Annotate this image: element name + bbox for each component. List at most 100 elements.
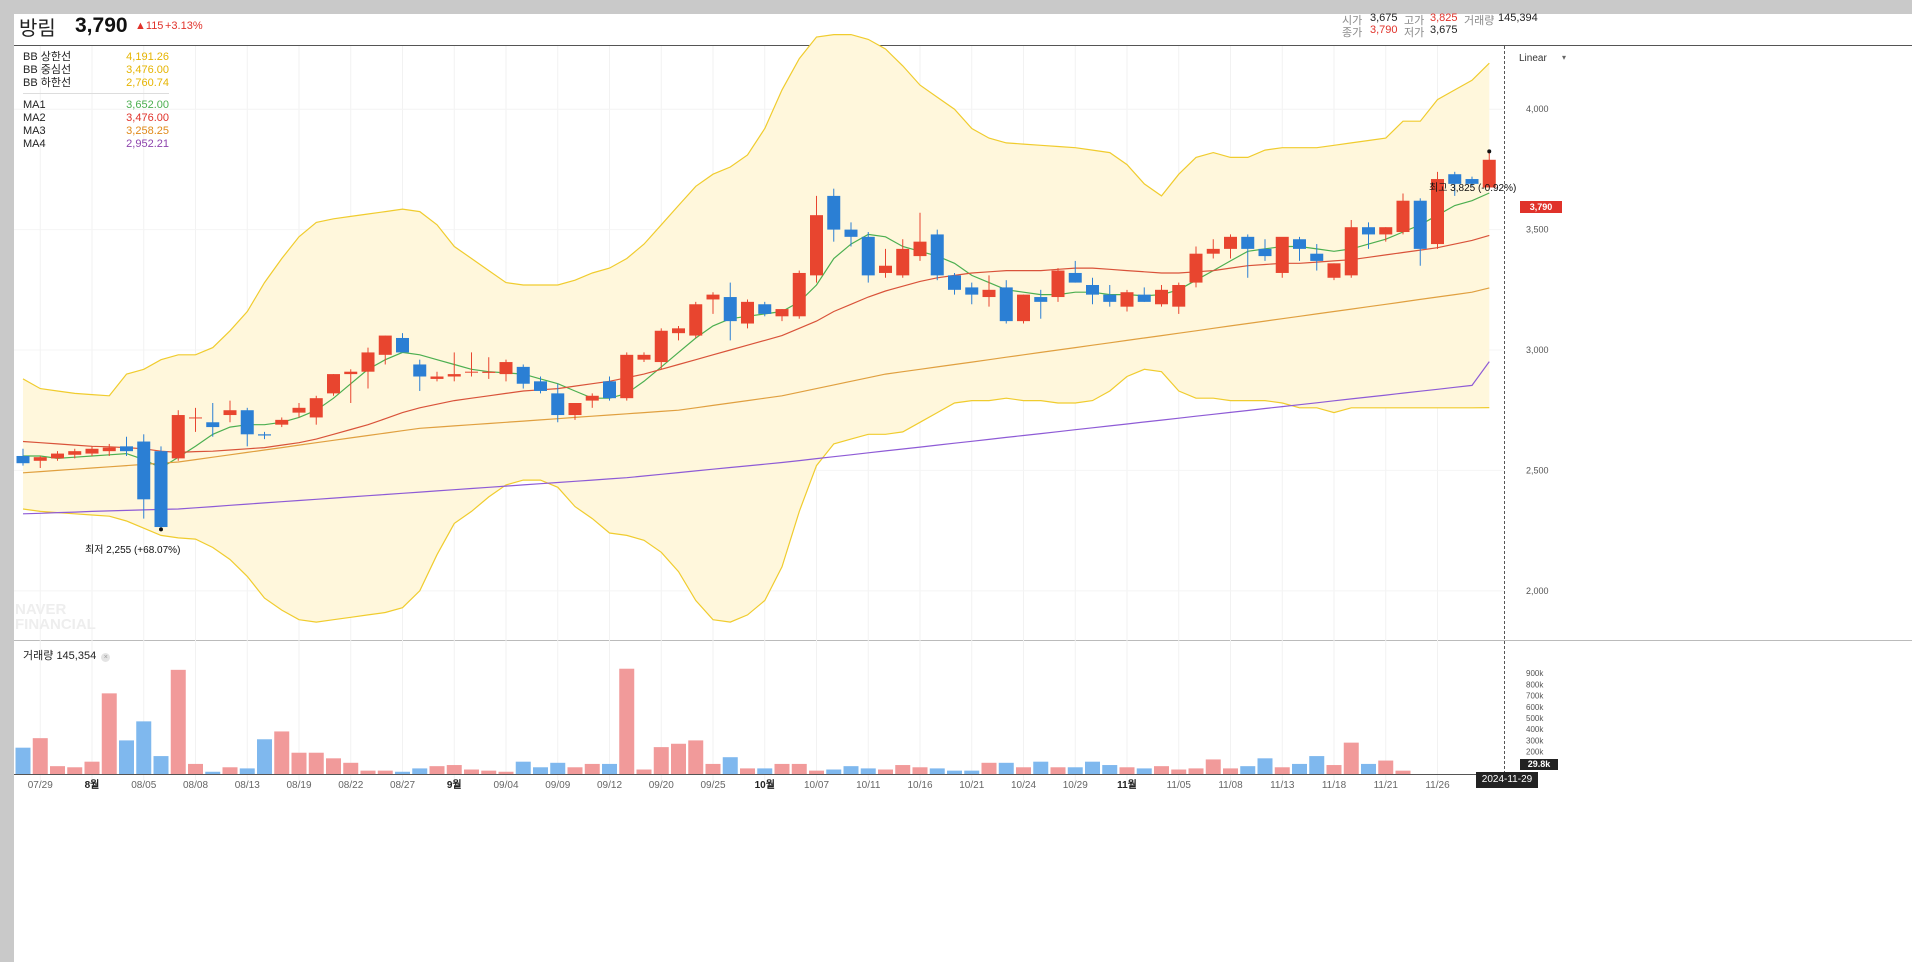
candle-body (206, 422, 220, 428)
legend-label: MA1 (23, 99, 46, 111)
max-price-marker (1487, 149, 1492, 154)
volume-bar (32, 738, 48, 774)
volume-bar (1050, 767, 1066, 774)
x-tick-label: 10/11 (856, 780, 881, 791)
high-value: 3,825 (1430, 12, 1458, 24)
volume-bar (1326, 765, 1342, 774)
x-tick-label: 08/13 (235, 780, 260, 791)
candle-body (1086, 285, 1099, 295)
candle-body (1034, 297, 1048, 302)
volume-bar (619, 668, 635, 774)
candle-body (1310, 253, 1324, 261)
legend-divider (23, 93, 169, 94)
x-tick-label: 8월 (85, 779, 100, 791)
close-value: 3,790 (1370, 24, 1398, 36)
volume-bar (550, 762, 566, 774)
volume-bar (1136, 768, 1152, 774)
legend-ma3: MA3 3,258.25 (23, 124, 169, 138)
candle-body (1155, 289, 1168, 305)
volume-bar (878, 769, 893, 774)
x-tick-label: 11월 (1117, 779, 1137, 791)
legend-label: MA3 (23, 125, 46, 137)
volume-bar (860, 768, 876, 774)
legend-ma1: MA1 3,652.00 (23, 98, 169, 112)
candle-body (33, 457, 47, 461)
volume-tick-label: 500k (1526, 714, 1544, 723)
volume-bar (101, 693, 117, 774)
legend-value: 2,760.74 (126, 77, 169, 89)
volume-bar (929, 768, 945, 774)
candle-body (879, 265, 892, 273)
candle-body (999, 287, 1013, 322)
volume-bar (136, 721, 152, 774)
current-price: 3,790 (75, 14, 128, 37)
x-tick-label: 08/05 (131, 780, 156, 791)
bollinger-lower-line (22, 368, 1490, 623)
volume-bar (1309, 756, 1325, 774)
volume-bar (1395, 770, 1411, 774)
volume-bar (67, 767, 83, 774)
candle-body (1241, 236, 1255, 249)
candle-body (1224, 236, 1237, 249)
volume-bar (446, 765, 462, 774)
candle-body (844, 229, 858, 237)
candle-body (275, 419, 289, 425)
candle-body (792, 272, 806, 317)
volume-bar (791, 763, 807, 774)
volume-bar (274, 731, 290, 774)
candle-body (1379, 227, 1393, 235)
moving-average-line-ma3 (22, 287, 1490, 474)
candle-body (85, 448, 99, 454)
volume-panel-value: 145,354 (56, 650, 97, 662)
legend-value: 2,952.21 (126, 138, 169, 150)
volume-bar (84, 761, 100, 774)
candle-body (292, 407, 306, 413)
chart-window: 방림 3,790 ▲115 +3.13% 시가 3,675 고가 3,825 거… (14, 12, 1912, 962)
candle-body (620, 354, 634, 399)
max-price-label: 최고 3,825 (-0.92%) (1429, 183, 1517, 194)
volume-bar (515, 761, 531, 774)
volume-panel-label: 거래량 145,354 × (23, 647, 111, 663)
candle-body (258, 434, 271, 436)
candle-body (1068, 272, 1082, 283)
volume-bar (826, 769, 842, 774)
bollinger-band-fill (23, 34, 1490, 623)
volume-bar (567, 767, 583, 774)
candle-body (137, 441, 151, 500)
candle-body (1120, 292, 1134, 307)
volume-bar (429, 766, 445, 774)
candle-body (1275, 236, 1289, 273)
volume-tick-label: 800k (1526, 680, 1544, 689)
price-chart[interactable]: 2,0002,5003,0003,5004,000100k200k300k400… (14, 14, 1912, 962)
volume-bar (1205, 759, 1221, 774)
scale-selector[interactable]: Linear ▾ (1510, 53, 1566, 67)
volume-tick-label: 700k (1526, 692, 1544, 701)
current-volume-tag-value: 29.8k (1527, 759, 1551, 769)
x-tick-label: 09/12 (597, 780, 622, 791)
legend-ma4: MA4 2,952.21 (23, 137, 169, 151)
price-change: ▲115 (135, 20, 164, 32)
volume-bar (1240, 766, 1256, 774)
volume-bar (343, 762, 359, 774)
legend-value: 4,191.26 (126, 51, 169, 63)
price-tick-label: 4,000 (1526, 104, 1549, 114)
min-price-label: 최저 2,255 (+68.07%) (85, 545, 181, 556)
open-value: 3,675 (1370, 12, 1398, 24)
high-label: 고가 (1404, 15, 1425, 27)
candle-body (154, 451, 168, 528)
legend-value: 3,476.00 (126, 64, 169, 76)
volume-bar (947, 770, 962, 774)
volume-bar (1102, 765, 1118, 774)
low-label: 저가 (1404, 27, 1425, 39)
candle-body (1344, 227, 1358, 276)
volume-bar (257, 739, 272, 774)
volume-bar (15, 747, 31, 774)
close-icon[interactable]: × (101, 653, 111, 662)
candle-body (534, 381, 547, 391)
volume-bar (360, 770, 376, 774)
volume-bar (119, 740, 134, 774)
volume-bar (1223, 768, 1238, 774)
legend-label: MA2 (23, 112, 46, 124)
x-tick-label: 10월 (755, 779, 775, 791)
volume-tick-label: 300k (1526, 736, 1544, 745)
